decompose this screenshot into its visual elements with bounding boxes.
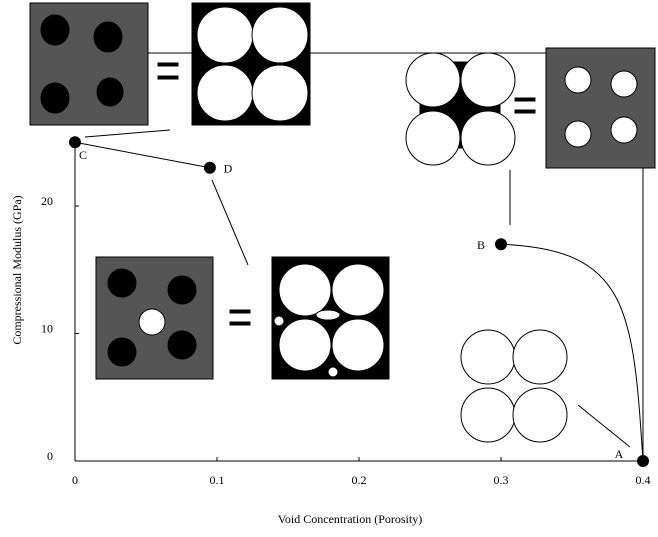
point-label: B bbox=[477, 238, 485, 252]
point bbox=[69, 136, 81, 149]
y-tick-label: 0 bbox=[47, 449, 53, 463]
point-label: D bbox=[224, 162, 233, 176]
point-label: C bbox=[79, 148, 87, 162]
y-tick-label: 10 bbox=[41, 321, 53, 335]
point bbox=[495, 238, 507, 251]
x-tick-label: 0.2 bbox=[352, 473, 367, 487]
line bbox=[500, 243, 644, 462]
y-axis-title: Compressional Modulus (GPa) bbox=[10, 195, 24, 344]
x-tick-label: 0.3 bbox=[494, 473, 509, 487]
illustrations bbox=[29, 2, 656, 448]
point-label: A bbox=[615, 447, 624, 461]
x-tick-label: 0 bbox=[72, 473, 78, 487]
y-tick-label: 20 bbox=[41, 194, 53, 208]
point bbox=[637, 455, 649, 467]
x-tick-label: 0.4 bbox=[636, 473, 651, 487]
x-axis-title: Void Concentration (Porosity) bbox=[278, 512, 422, 526]
line bbox=[74, 141, 210, 169]
point bbox=[203, 161, 216, 174]
x-tick-label: 0.1 bbox=[210, 473, 225, 487]
